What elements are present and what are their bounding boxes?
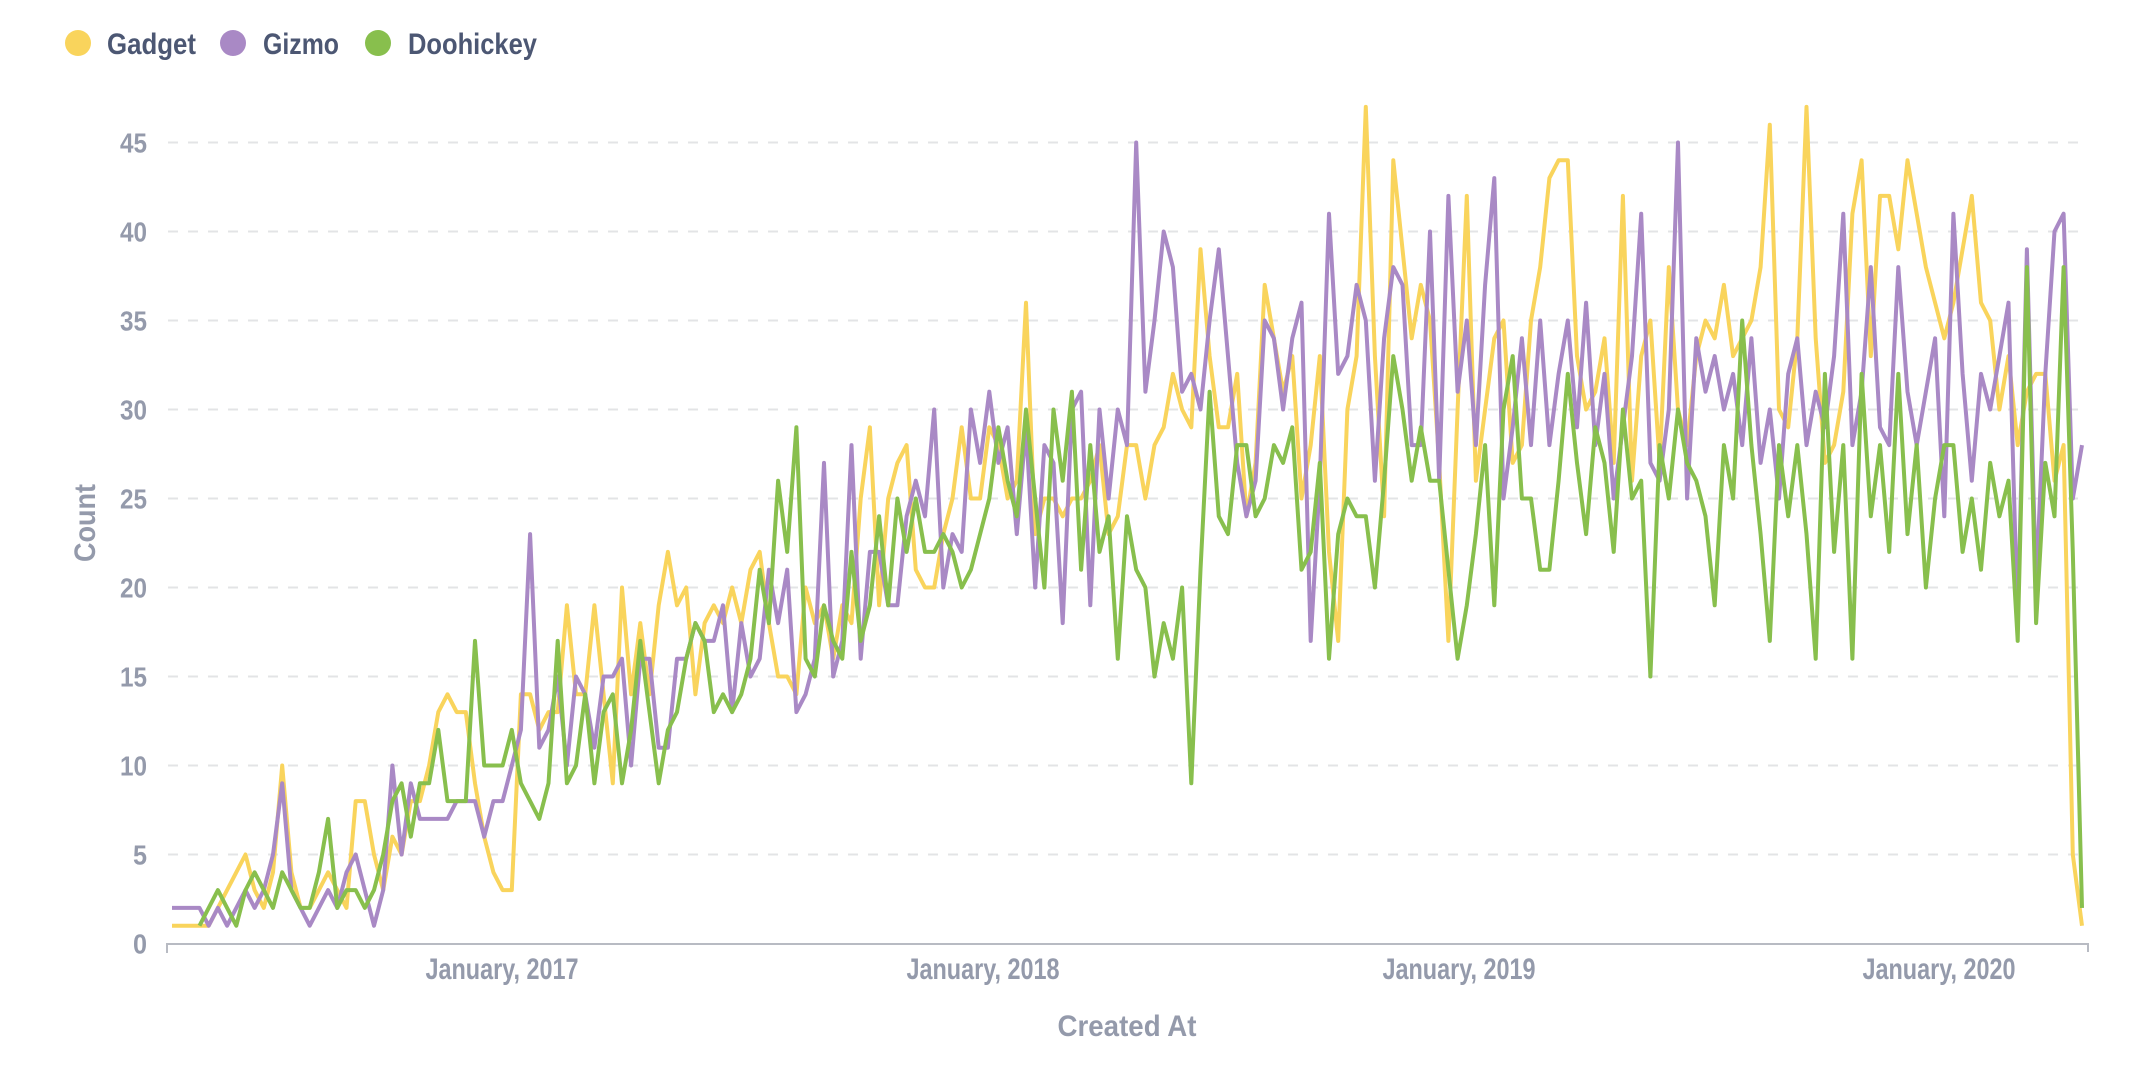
svg-text:January, 2020: January, 2020 <box>1863 953 2016 986</box>
svg-text:Gadget: Gadget <box>107 28 196 61</box>
svg-text:5: 5 <box>133 840 147 871</box>
svg-text:40: 40 <box>120 217 147 248</box>
svg-text:0: 0 <box>133 929 147 960</box>
svg-text:January, 2017: January, 2017 <box>426 953 579 986</box>
svg-text:15: 15 <box>120 662 147 693</box>
svg-text:Created At: Created At <box>1058 1010 1197 1043</box>
svg-text:Gizmo: Gizmo <box>263 28 339 61</box>
svg-text:10: 10 <box>120 751 147 782</box>
svg-text:20: 20 <box>120 573 147 604</box>
svg-text:30: 30 <box>120 395 147 426</box>
svg-text:January, 2019: January, 2019 <box>1383 953 1536 986</box>
svg-text:Count: Count <box>69 484 102 562</box>
svg-text:25: 25 <box>120 484 147 515</box>
svg-text:45: 45 <box>120 128 147 159</box>
svg-text:35: 35 <box>120 306 147 337</box>
svg-text:Doohickey: Doohickey <box>408 28 537 61</box>
svg-text:January, 2018: January, 2018 <box>907 953 1060 986</box>
